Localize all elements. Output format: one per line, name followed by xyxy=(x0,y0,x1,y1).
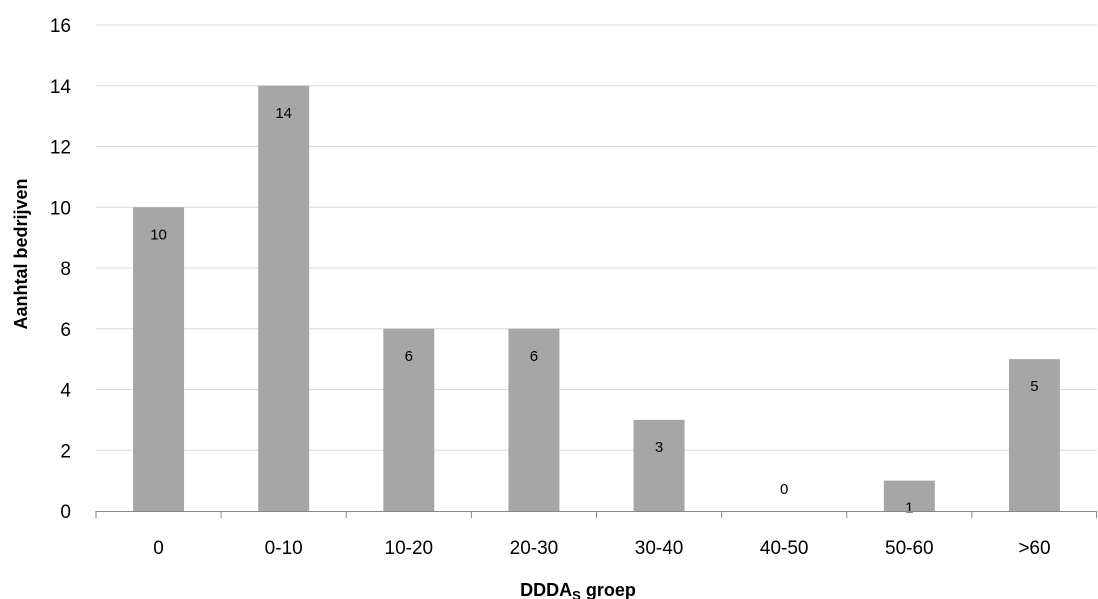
y-tick-label: 8 xyxy=(60,259,71,280)
bar xyxy=(508,328,560,511)
data-label: 5 xyxy=(1030,378,1038,395)
data-label: 6 xyxy=(405,348,413,365)
y-tick-label: 10 xyxy=(50,198,71,219)
y-tick-label: 12 xyxy=(50,138,71,159)
y-axis-title: Aanhtal bedrijven xyxy=(11,178,31,329)
y-axis-ticks: 0 2 4 6 8 10 12 14 16 xyxy=(50,16,72,523)
bars xyxy=(133,85,1060,511)
data-label: 6 xyxy=(530,348,538,365)
gridlines xyxy=(96,24,1097,451)
bar xyxy=(258,85,310,511)
x-axis-title-subscript: S xyxy=(572,588,581,599)
x-tick-label: >60 xyxy=(1018,538,1050,559)
y-tick-label: 2 xyxy=(60,441,71,462)
data-label: 3 xyxy=(655,439,663,456)
y-tick-label: 6 xyxy=(60,320,71,341)
x-tick-label: 10-20 xyxy=(385,538,434,559)
x-tick-label: 0 xyxy=(153,538,164,559)
x-tick-label: 50-60 xyxy=(885,538,934,559)
x-axis-title-rest: groep xyxy=(581,580,636,599)
data-label: 10 xyxy=(150,226,167,243)
bar xyxy=(883,480,935,511)
y-tick-label: 14 xyxy=(50,77,72,98)
x-tick-label: 20-30 xyxy=(510,538,559,559)
x-tick-label: 30-40 xyxy=(635,538,684,559)
x-tick-label: 40-50 xyxy=(760,538,809,559)
data-label: 0 xyxy=(780,481,788,498)
x-axis-title: DDDAS groep xyxy=(520,580,636,599)
y-tick-label: 16 xyxy=(50,16,71,37)
data-label: 1 xyxy=(905,500,913,517)
x-tick-label: 0-10 xyxy=(265,538,303,559)
bar xyxy=(633,419,685,511)
y-tick-label: 4 xyxy=(60,381,71,402)
bar xyxy=(383,328,435,511)
data-labels: 10 14 6 6 3 0 1 5 xyxy=(150,105,1038,517)
y-tick-label: 0 xyxy=(60,502,71,523)
bar xyxy=(133,207,185,511)
x-axis-ticks: 0 0-10 10-20 20-30 30-40 40-50 50-60 >60 xyxy=(153,538,1050,559)
x-axis xyxy=(95,511,1097,518)
x-axis-title-main: DDDA xyxy=(520,580,572,599)
data-label: 14 xyxy=(275,105,292,122)
bar xyxy=(1008,359,1060,511)
